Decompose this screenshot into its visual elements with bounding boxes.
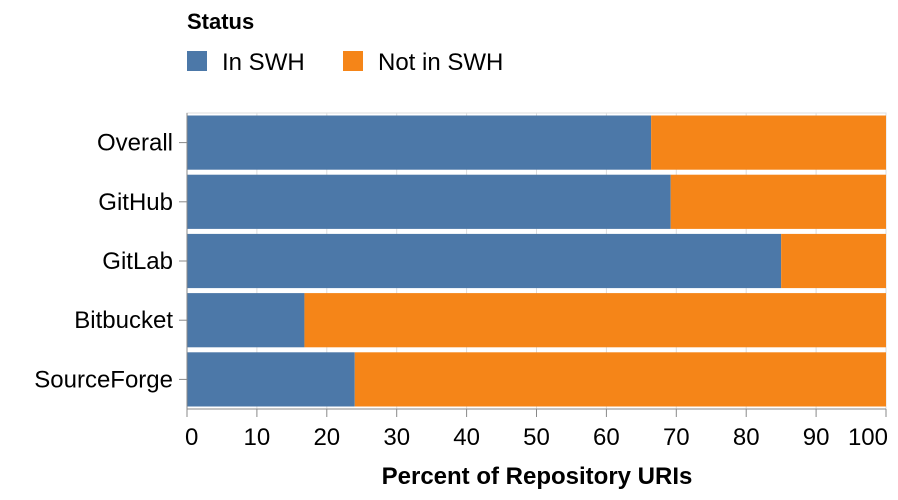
bar-bitbucket-not-in-swh — [304, 293, 886, 348]
x-axis-title: Percent of Repository URIs — [382, 463, 693, 490]
y-tick-label-2: GitLab — [102, 248, 173, 275]
x-tick-label-0: 0 — [185, 424, 198, 451]
x-tick-label-3: 30 — [383, 424, 410, 451]
y-tick-label-3: Bitbucket — [74, 307, 173, 334]
y-tick-label-1: GitHub — [98, 189, 173, 216]
x-tick-label-7: 70 — [663, 424, 690, 451]
y-tick-label-4: SourceForge — [34, 366, 173, 393]
legend-label-1: Not in SWH — [378, 49, 503, 76]
x-tick-label-10: 100 — [848, 424, 888, 451]
bar-overall-not-in-swh — [651, 115, 886, 170]
legend-label-0: In SWH — [222, 49, 305, 76]
x-tick-label-5: 50 — [523, 424, 550, 451]
legend: Status In SWH Not in SWH — [187, 9, 503, 76]
legend-items: In SWH Not in SWH — [187, 49, 503, 76]
x-tick-label-4: 40 — [453, 424, 480, 451]
x-tick-label-9: 90 — [803, 424, 830, 451]
x-tick-label-1: 10 — [244, 424, 271, 451]
bar-sourceforge-not-in-swh — [354, 352, 886, 407]
legend-title: Status — [187, 9, 254, 34]
x-tick-label-6: 60 — [593, 424, 620, 451]
bar-overall-in-swh — [187, 115, 652, 170]
bar-github-in-swh — [187, 174, 671, 229]
y-tick-label-0: Overall — [97, 130, 173, 157]
x-tick-label-8: 80 — [733, 424, 760, 451]
bar-github-not-in-swh — [670, 174, 886, 229]
bar-gitlab-not-in-swh — [781, 233, 886, 289]
y-axis: Overall GitHub GitLab Bitbucket SourceForge — [34, 113, 188, 409]
bar-gitlab-in-swh — [187, 233, 782, 289]
legend-swatch-0 — [187, 51, 207, 71]
bars — [187, 115, 886, 407]
x-axis: 0 10 20 30 40 50 60 70 80 90 100 — [185, 408, 888, 451]
legend-swatch-1 — [343, 51, 363, 71]
bar-sourceforge-in-swh — [187, 352, 355, 407]
bar-bitbucket-in-swh — [187, 293, 305, 348]
x-tick-label-2: 20 — [313, 424, 340, 451]
